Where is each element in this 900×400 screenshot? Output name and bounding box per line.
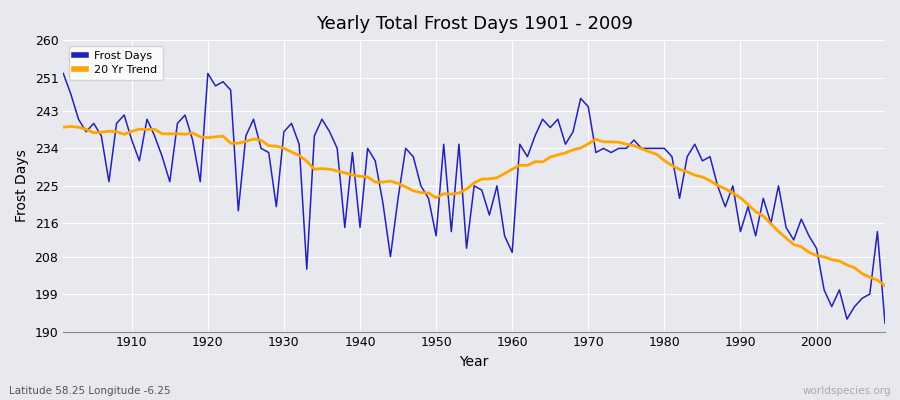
- Frost Days: [500, 234, 510, 238]
- 20 Yr Trend: [58, 125, 68, 130]
- Y-axis label: Frost Days: Frost Days: [15, 150, 29, 222]
- Frost Days: [286, 121, 297, 126]
- 20 Yr Trend: [515, 163, 526, 168]
- 20 Yr Trend: [606, 140, 616, 144]
- 20 Yr Trend: [507, 167, 517, 172]
- Legend: Frost Days, 20 Yr Trend: Frost Days, 20 Yr Trend: [68, 46, 163, 80]
- 20 Yr Trend: [66, 124, 77, 129]
- 20 Yr Trend: [879, 283, 890, 288]
- 20 Yr Trend: [126, 129, 137, 134]
- Title: Yearly Total Frost Days 1901 - 2009: Yearly Total Frost Days 1901 - 2009: [316, 15, 633, 33]
- Line: Frost Days: Frost Days: [63, 74, 885, 323]
- X-axis label: Year: Year: [460, 355, 489, 369]
- Frost Days: [598, 146, 609, 151]
- Frost Days: [879, 321, 890, 326]
- 20 Yr Trend: [339, 170, 350, 175]
- Text: Latitude 58.25 Longitude -6.25: Latitude 58.25 Longitude -6.25: [9, 386, 171, 396]
- Line: 20 Yr Trend: 20 Yr Trend: [63, 126, 885, 286]
- 20 Yr Trend: [293, 153, 304, 158]
- Frost Days: [119, 113, 130, 118]
- Frost Days: [507, 250, 517, 255]
- Frost Days: [332, 146, 343, 151]
- Frost Days: [58, 71, 68, 76]
- Text: worldspecies.org: worldspecies.org: [803, 386, 891, 396]
